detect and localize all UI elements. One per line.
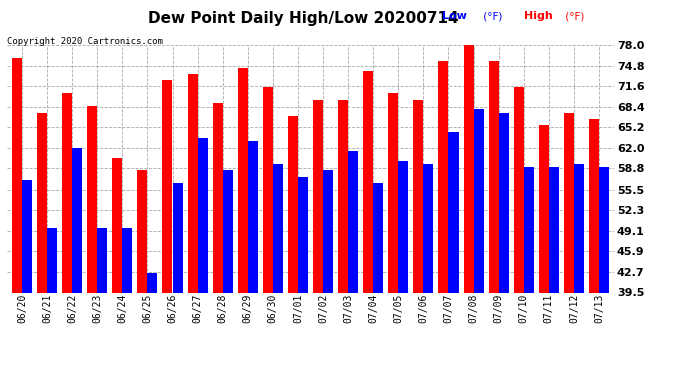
Bar bbox=[188, 74, 197, 375]
Bar bbox=[539, 125, 549, 375]
Bar bbox=[263, 87, 273, 375]
Bar bbox=[473, 109, 484, 375]
Bar bbox=[22, 180, 32, 375]
Bar bbox=[137, 170, 148, 375]
Bar bbox=[524, 167, 534, 375]
Bar bbox=[238, 68, 248, 375]
Bar bbox=[599, 167, 609, 375]
Text: (°F): (°F) bbox=[480, 11, 502, 21]
Bar bbox=[363, 71, 373, 375]
Bar bbox=[288, 116, 298, 375]
Bar bbox=[273, 164, 283, 375]
Bar bbox=[213, 103, 223, 375]
Bar bbox=[398, 161, 408, 375]
Bar bbox=[388, 93, 398, 375]
Bar bbox=[197, 138, 208, 375]
Bar bbox=[112, 158, 122, 375]
Text: Low: Low bbox=[442, 11, 466, 21]
Bar bbox=[348, 151, 358, 375]
Bar bbox=[338, 100, 348, 375]
Bar bbox=[47, 228, 57, 375]
Bar bbox=[574, 164, 584, 375]
Bar bbox=[549, 167, 559, 375]
Bar bbox=[122, 228, 132, 375]
Bar bbox=[448, 132, 459, 375]
Bar bbox=[564, 112, 574, 375]
Bar bbox=[514, 87, 524, 375]
Text: Copyright 2020 Cartronics.com: Copyright 2020 Cartronics.com bbox=[7, 38, 163, 46]
Bar bbox=[72, 148, 82, 375]
Bar bbox=[424, 164, 433, 375]
Text: Dew Point Daily High/Low 20200714: Dew Point Daily High/Low 20200714 bbox=[148, 11, 459, 26]
Bar bbox=[438, 61, 449, 375]
Bar bbox=[323, 170, 333, 375]
Bar bbox=[499, 112, 509, 375]
Bar bbox=[162, 80, 172, 375]
Text: (°F): (°F) bbox=[562, 11, 584, 21]
Bar bbox=[373, 183, 383, 375]
Bar bbox=[489, 61, 499, 375]
Bar bbox=[248, 141, 258, 375]
Bar bbox=[589, 119, 599, 375]
Bar bbox=[298, 177, 308, 375]
Bar bbox=[464, 45, 473, 375]
Bar bbox=[223, 170, 233, 375]
Bar bbox=[37, 112, 47, 375]
Bar bbox=[62, 93, 72, 375]
Bar bbox=[97, 228, 107, 375]
Bar bbox=[12, 58, 22, 375]
Bar bbox=[148, 273, 157, 375]
Bar bbox=[313, 100, 323, 375]
Bar bbox=[172, 183, 183, 375]
Bar bbox=[87, 106, 97, 375]
Text: High: High bbox=[524, 11, 553, 21]
Bar bbox=[413, 100, 424, 375]
